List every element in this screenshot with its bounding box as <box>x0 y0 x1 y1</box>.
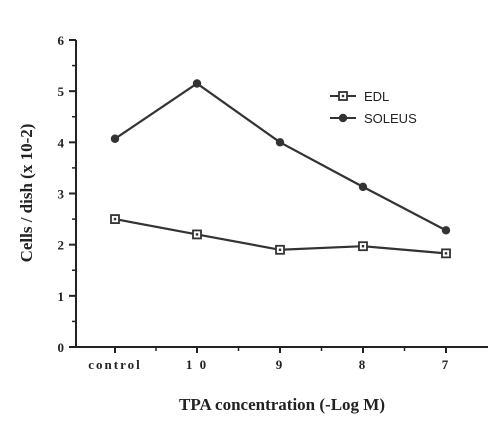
data-point <box>275 138 285 147</box>
y-axis-title: Cells / dish (x 10-2) <box>17 124 36 263</box>
x-tick-label: 9 <box>276 357 285 372</box>
legend-item-edl: EDL <box>330 89 389 104</box>
data-point-center <box>113 217 117 221</box>
data-point-center <box>444 252 448 255</box>
y-tick-label: 2 <box>58 238 65 253</box>
x-tick-label: 7 <box>442 357 451 372</box>
y-tick-label: 0 <box>58 340 65 355</box>
legend-marker-center <box>341 94 345 98</box>
y-tick-label: 1 <box>58 289 65 304</box>
series-soleus <box>110 79 451 235</box>
y-ticks: 0 1 2 3 4 5 6 <box>58 33 76 355</box>
series-layer <box>110 79 451 259</box>
data-point <box>110 134 120 143</box>
legend-marker <box>338 113 348 123</box>
legend-label: SOLEUS <box>364 111 417 126</box>
y-tick-label: 5 <box>58 84 65 99</box>
y-tick-label: 6 <box>58 33 65 48</box>
series-line <box>114 82 447 232</box>
y-tick-label: 3 <box>58 187 65 202</box>
data-point-center <box>195 233 199 236</box>
x-tick-label: 8 <box>359 357 368 372</box>
series-edl <box>110 214 451 259</box>
axes <box>75 40 488 348</box>
x-tick-label: 1 0 <box>186 357 208 372</box>
x-tick-label: control <box>88 357 141 372</box>
x-ticks: control 1 0 9 8 7 <box>88 347 451 372</box>
data-point-center <box>278 248 282 251</box>
legend: EDL SOLEUS <box>330 89 417 126</box>
legend-label: EDL <box>364 89 389 104</box>
data-point-center <box>361 245 365 248</box>
y-tick-label: 4 <box>58 135 65 150</box>
data-point <box>358 182 368 192</box>
x-axis-title: TPA concentration (-Log M) <box>179 395 385 414</box>
legend-item-soleus: SOLEUS <box>330 111 417 126</box>
data-point <box>441 226 451 235</box>
data-point <box>192 79 202 88</box>
